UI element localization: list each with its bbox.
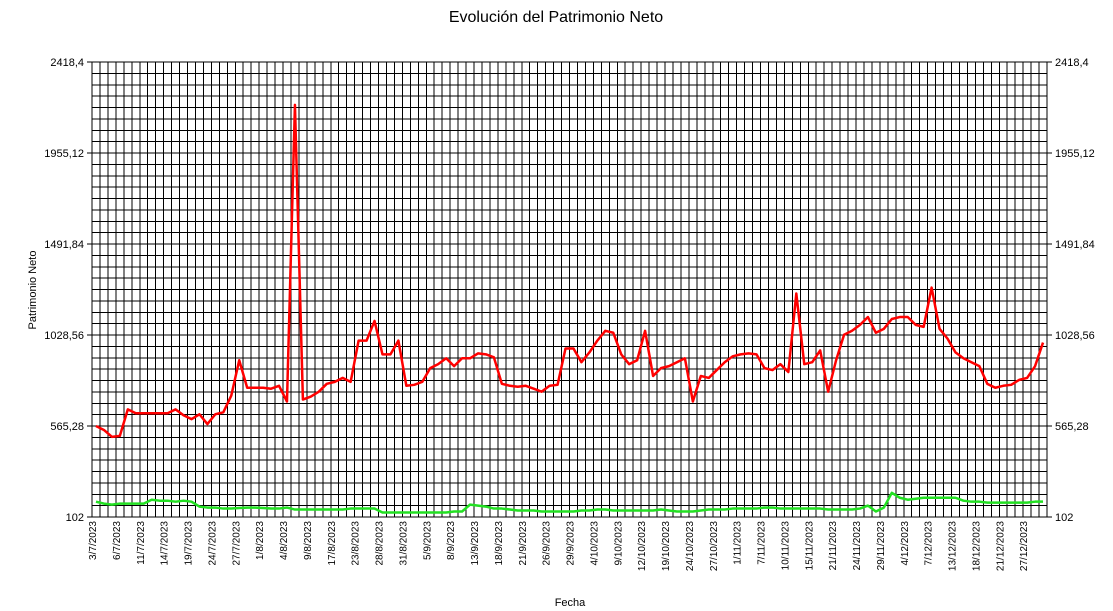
x-tick-label: 28/8/2023 <box>375 521 386 566</box>
x-tick-label: 8/9/2023 <box>446 521 457 560</box>
x-tick-label: 24/11/2023 <box>852 521 863 571</box>
x-tick-label: 1/11/2023 <box>733 521 744 565</box>
x-tick-label: 10/11/2023 <box>780 521 791 571</box>
x-tick-label: 12/10/2023 <box>637 521 648 571</box>
x-tick-label: 3/7/2023 <box>88 521 99 560</box>
x-tick-label: 24/10/2023 <box>685 521 696 571</box>
x-tick-label: 21/12/2023 <box>995 521 1006 571</box>
x-tick-label: 27/12/2023 <box>1019 521 1030 571</box>
x-tick-label: 9/10/2023 <box>613 521 624 566</box>
x-tick-label: 13/9/2023 <box>470 521 481 566</box>
x-tick-label: 18/9/2023 <box>494 521 505 566</box>
y2-tick-label: 1028,56 <box>1055 330 1095 342</box>
x-tick-label: 31/8/2023 <box>398 521 409 566</box>
y-tick-label: 1491,84 <box>44 239 84 251</box>
x-tick-label: 21/9/2023 <box>518 521 529 566</box>
y-tick-label: 565,28 <box>50 421 84 433</box>
y2-tick-label: 1491,84 <box>1055 239 1095 251</box>
y2-tick-label: 2418,4 <box>1055 57 1089 69</box>
y2-tick-label: 102 <box>1055 512 1073 524</box>
x-tick-label: 1/8/2023 <box>255 521 266 560</box>
y-tick-label: 1028,56 <box>44 330 84 342</box>
y-tick-label: 2418,4 <box>50 57 84 69</box>
x-tick-label: 4/12/2023 <box>900 521 911 566</box>
x-axis-label: Fecha <box>555 597 586 609</box>
y-tick-label: 1955,12 <box>44 148 84 160</box>
x-tick-label: 15/11/2023 <box>804 521 815 571</box>
x-tick-label: 7/12/2023 <box>924 521 935 566</box>
x-tick-label: 9/8/2023 <box>303 521 314 560</box>
x-tick-label: 14/7/2023 <box>160 521 171 566</box>
y2-tick-label: 565,28 <box>1055 421 1089 433</box>
x-tick-label: 4/8/2023 <box>279 521 290 560</box>
x-tick-label: 19/10/2023 <box>661 521 672 571</box>
x-tick-label: 17/8/2023 <box>327 521 338 566</box>
series-line <box>95 491 1044 514</box>
x-tick-label: 24/7/2023 <box>207 521 218 566</box>
chart-title: Evolución del Patrimonio Neto <box>449 9 663 26</box>
x-tick-label: 27/10/2023 <box>709 521 720 571</box>
series-line <box>95 103 1045 439</box>
x-tick-label: 11/7/2023 <box>136 521 147 565</box>
x-tick-label: 18/12/2023 <box>971 521 982 571</box>
x-tick-label: 5/9/2023 <box>422 521 433 560</box>
x-tick-label: 4/10/2023 <box>589 521 600 566</box>
x-tick-label: 29/11/2023 <box>876 521 887 571</box>
x-tick-label: 27/7/2023 <box>231 521 242 566</box>
x-tick-label: 6/7/2023 <box>112 521 123 560</box>
y-axis-label: Patrimonio Neto <box>27 251 39 330</box>
x-tick-label: 21/11/2023 <box>828 521 839 571</box>
x-tick-label: 26/9/2023 <box>542 521 553 566</box>
x-tick-label: 23/8/2023 <box>351 521 362 566</box>
x-tick-label: 29/9/2023 <box>566 521 577 566</box>
x-tick-label: 7/11/2023 <box>757 521 768 565</box>
y-tick-label: 102 <box>66 512 84 524</box>
x-tick-label: 19/7/2023 <box>184 521 195 566</box>
x-tick-label: 13/12/2023 <box>948 521 959 571</box>
y2-tick-label: 1955,12 <box>1055 148 1095 160</box>
